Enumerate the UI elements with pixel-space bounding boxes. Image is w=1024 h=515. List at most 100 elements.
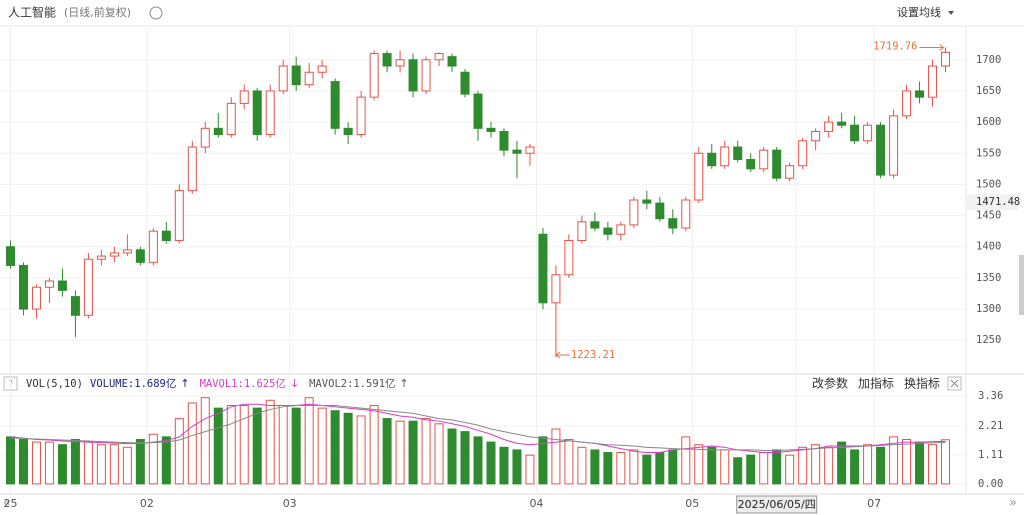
volume-bar bbox=[551, 428, 561, 485]
candle-body bbox=[850, 124, 860, 142]
x-tick-label: 07 bbox=[867, 497, 881, 510]
candle-body bbox=[187, 146, 197, 192]
x-tick-label: 03 bbox=[283, 497, 297, 510]
volume-bar bbox=[44, 441, 54, 485]
candle-body bbox=[668, 218, 678, 229]
volume-bar bbox=[473, 436, 483, 485]
volume-bar bbox=[681, 436, 691, 485]
volume-bar bbox=[252, 407, 262, 485]
close-button[interactable] bbox=[947, 376, 962, 391]
candle-body bbox=[83, 258, 93, 316]
candle-body bbox=[876, 124, 886, 176]
indicator-button[interactable]: 加指标 bbox=[858, 376, 894, 391]
candle-body bbox=[551, 274, 561, 304]
candle-body bbox=[759, 149, 769, 170]
volume-bar bbox=[187, 402, 197, 485]
legend-arrow: ↑ bbox=[400, 377, 409, 390]
volume-bar bbox=[135, 438, 145, 485]
candle-body bbox=[590, 221, 600, 229]
candle-body bbox=[356, 96, 366, 136]
y-tick-label: 1500 bbox=[976, 178, 1001, 190]
volume-title: VOL(5,10) bbox=[26, 378, 83, 390]
annotation-label: 1223.21 bbox=[571, 349, 615, 361]
volume-bar bbox=[395, 420, 405, 485]
candle-body bbox=[798, 140, 808, 167]
volume-bar bbox=[876, 446, 886, 485]
volume-bar bbox=[850, 449, 860, 485]
volume-bar bbox=[824, 446, 834, 485]
scroll-right[interactable]: » bbox=[1009, 496, 1017, 511]
volume-bar bbox=[226, 405, 236, 485]
volume-bar bbox=[239, 405, 249, 485]
candle-body bbox=[57, 280, 67, 291]
candle-body bbox=[460, 71, 470, 95]
candle-body bbox=[382, 53, 392, 67]
candle-body bbox=[434, 53, 444, 61]
candle-body bbox=[369, 53, 379, 98]
volume-bar bbox=[798, 446, 808, 485]
volume-bar bbox=[317, 407, 327, 485]
candle-body bbox=[135, 249, 145, 263]
chart-title: 人工智能 bbox=[8, 5, 56, 20]
x-tick-label: 04 bbox=[529, 497, 543, 510]
candle-body bbox=[5, 246, 15, 266]
candle-body bbox=[44, 280, 54, 288]
volume-bar bbox=[538, 436, 548, 485]
indicator-button[interactable]: 改参数 bbox=[812, 376, 848, 391]
candle-body bbox=[291, 65, 301, 86]
volume-bar bbox=[590, 449, 600, 485]
volume-bar bbox=[31, 441, 41, 485]
candle-body bbox=[772, 149, 782, 179]
candle-body bbox=[525, 146, 535, 154]
candle-body bbox=[317, 65, 327, 73]
y-tick-label: 1350 bbox=[976, 272, 1001, 284]
volume-bar bbox=[96, 444, 106, 485]
annotation-arrow bbox=[939, 44, 945, 51]
volume-bar bbox=[889, 436, 899, 485]
candle-body bbox=[746, 158, 756, 170]
volume-bar bbox=[447, 428, 457, 485]
y-tick-label: 1300 bbox=[976, 303, 1001, 315]
settings-icon[interactable] bbox=[149, 6, 163, 20]
volume-bar bbox=[382, 418, 392, 485]
candle-body bbox=[863, 124, 873, 142]
scroll-left[interactable]: « bbox=[3, 496, 11, 511]
volume-bar bbox=[109, 444, 119, 485]
scrollbar[interactable] bbox=[1019, 255, 1024, 315]
candle-body bbox=[889, 115, 899, 176]
candle-body bbox=[200, 127, 210, 148]
candle-body bbox=[265, 90, 275, 136]
volume-bar bbox=[733, 457, 743, 485]
volume-bar bbox=[278, 405, 288, 485]
candle-body bbox=[707, 152, 717, 167]
volume-bar bbox=[265, 399, 275, 485]
volume-bar bbox=[369, 405, 379, 485]
candle-body bbox=[655, 202, 665, 220]
candle-body bbox=[486, 127, 496, 132]
candle-body bbox=[174, 190, 184, 242]
volume-bar bbox=[291, 407, 301, 485]
crosshair-box bbox=[736, 495, 818, 514]
volume-bar bbox=[915, 441, 925, 485]
candle-body bbox=[941, 51, 951, 67]
settings-button[interactable]: 设置均线 bbox=[897, 5, 941, 19]
candle-body bbox=[421, 59, 431, 92]
x-tick-label: 25 bbox=[3, 497, 17, 510]
y-tick-label: 1650 bbox=[976, 85, 1001, 97]
legend-entry: MAVOL2:1.591亿 bbox=[309, 377, 395, 390]
legend-entry: MAVOL1:1.625亿 bbox=[200, 377, 286, 390]
x-tick-label: 02 bbox=[140, 497, 154, 510]
volume-bar bbox=[5, 436, 15, 485]
volume-bar bbox=[18, 438, 28, 485]
volume-bar bbox=[720, 449, 730, 485]
indicator-button[interactable]: 换指标 bbox=[904, 376, 940, 391]
volume-bar bbox=[577, 446, 587, 485]
volume-bar bbox=[811, 444, 821, 485]
y-tick-label: 1600 bbox=[976, 116, 1001, 128]
legend-arrow: ↓ bbox=[290, 377, 299, 390]
candle-body bbox=[902, 90, 912, 117]
candle-body bbox=[18, 264, 28, 310]
volume-bar bbox=[785, 454, 795, 485]
